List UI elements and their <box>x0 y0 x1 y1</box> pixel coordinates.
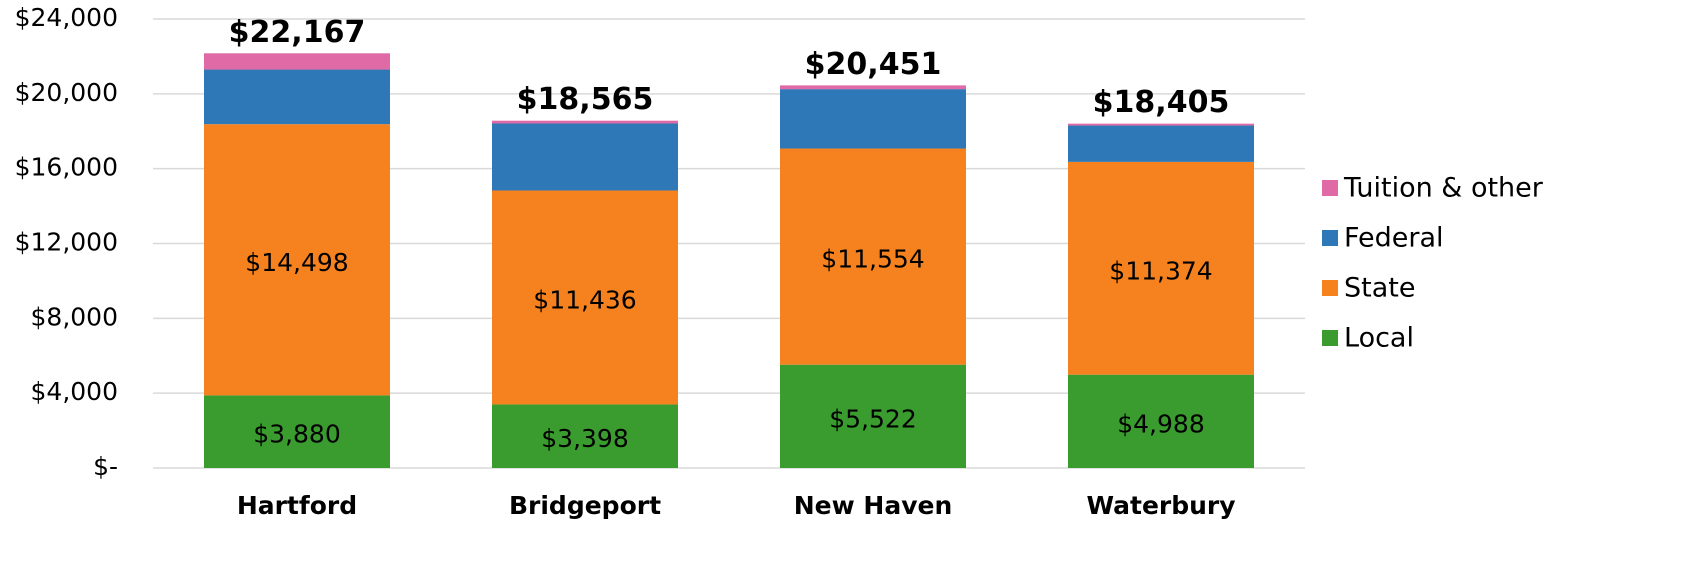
data-label: $11,554 <box>821 245 924 274</box>
legend-label: State <box>1344 273 1415 304</box>
data-label: $4,988 <box>1117 409 1204 438</box>
y-tick-label: $16,000 <box>15 153 118 182</box>
data-label: $3,398 <box>541 424 628 453</box>
bar-segment <box>780 85 966 90</box>
total-label: $22,167 <box>229 15 366 50</box>
legend-label: Tuition & other <box>1343 173 1544 204</box>
bar-segment <box>780 89 966 149</box>
data-label: $3,880 <box>253 420 340 449</box>
bar-segment <box>492 120 678 124</box>
bar-segment <box>492 123 678 191</box>
bar-segment <box>780 364 966 468</box>
x-tick-label: New Haven <box>794 491 953 520</box>
legend-label: Federal <box>1344 223 1444 254</box>
x-tick-label: Bridgeport <box>509 491 661 520</box>
bar-segment <box>1068 374 1254 468</box>
bar-segment <box>1068 123 1254 126</box>
legend-swatch <box>1322 280 1338 296</box>
bar-segment <box>204 124 390 396</box>
total-label: $18,565 <box>517 82 654 117</box>
x-tick-label: Waterbury <box>1086 491 1235 520</box>
y-tick-label: $24,000 <box>15 3 118 32</box>
legend-swatch <box>1322 180 1338 196</box>
y-tick-label: $12,000 <box>15 228 118 257</box>
y-tick-label: $4,000 <box>31 377 118 406</box>
bar-segment <box>492 404 678 468</box>
y-tick-label: $20,000 <box>15 78 118 107</box>
bar-segment <box>204 53 390 70</box>
legend-label: Local <box>1344 323 1414 354</box>
bar-segment <box>204 69 390 125</box>
data-label: $5,522 <box>829 404 916 433</box>
bar-segment <box>780 148 966 365</box>
legend-swatch <box>1322 230 1338 246</box>
y-tick-label: $- <box>93 452 118 481</box>
data-label: $11,374 <box>1109 256 1212 285</box>
bar-segment <box>492 190 678 405</box>
bar-segment <box>1068 125 1254 162</box>
x-tick-label: Hartford <box>237 491 357 520</box>
data-label: $11,436 <box>533 285 636 314</box>
bar-segment <box>204 395 390 468</box>
legend-swatch <box>1322 330 1338 346</box>
bar-segment <box>1068 161 1254 375</box>
y-tick-label: $8,000 <box>31 302 118 331</box>
data-label: $14,498 <box>245 248 348 277</box>
total-label: $18,405 <box>1093 85 1230 120</box>
total-label: $20,451 <box>805 47 942 82</box>
